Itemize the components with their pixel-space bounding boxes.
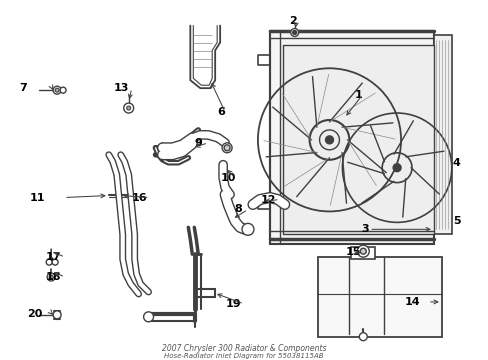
Text: 2007 Chrysler 300 Radiator & Components: 2007 Chrysler 300 Radiator & Components — [162, 344, 325, 353]
Circle shape — [123, 103, 133, 113]
Bar — [269, 31, 433, 244]
Circle shape — [55, 88, 59, 92]
Circle shape — [126, 106, 130, 110]
Text: 4: 4 — [452, 158, 460, 168]
Circle shape — [60, 87, 66, 93]
Circle shape — [52, 259, 58, 265]
Bar — [317, 257, 441, 337]
Text: Hose-Radiator Inlet Diagram for 55038115AB: Hose-Radiator Inlet Diagram for 55038115… — [164, 352, 323, 359]
Circle shape — [143, 312, 153, 322]
Text: 11: 11 — [29, 193, 45, 203]
Circle shape — [53, 311, 61, 319]
Text: 3: 3 — [361, 224, 368, 234]
Text: 15: 15 — [345, 247, 360, 257]
Bar — [351, 247, 374, 259]
Circle shape — [222, 143, 232, 153]
Text: 13: 13 — [114, 83, 129, 93]
Bar — [433, 36, 451, 234]
Text: 10: 10 — [221, 173, 236, 183]
Circle shape — [325, 136, 333, 144]
Text: 8: 8 — [234, 204, 242, 215]
Circle shape — [47, 273, 55, 281]
Circle shape — [357, 245, 368, 257]
Circle shape — [242, 223, 253, 235]
Circle shape — [392, 164, 400, 172]
Text: 7: 7 — [20, 83, 27, 93]
Text: 1: 1 — [354, 90, 361, 100]
Text: 18: 18 — [45, 272, 61, 282]
Circle shape — [224, 145, 230, 151]
Text: 14: 14 — [404, 297, 420, 307]
Circle shape — [359, 333, 366, 341]
Circle shape — [49, 275, 53, 279]
Text: 17: 17 — [45, 252, 61, 262]
Circle shape — [290, 28, 298, 36]
Text: 19: 19 — [225, 299, 241, 309]
Text: 20: 20 — [27, 309, 42, 319]
Text: 6: 6 — [217, 107, 224, 117]
Text: 12: 12 — [261, 194, 276, 204]
Bar — [282, 45, 433, 234]
Circle shape — [53, 86, 61, 94]
Text: 5: 5 — [452, 216, 459, 226]
Circle shape — [46, 259, 52, 265]
Text: 2: 2 — [288, 15, 296, 26]
Text: 9: 9 — [194, 138, 202, 148]
Circle shape — [292, 31, 296, 35]
Text: 16: 16 — [131, 193, 147, 203]
Circle shape — [360, 248, 366, 254]
